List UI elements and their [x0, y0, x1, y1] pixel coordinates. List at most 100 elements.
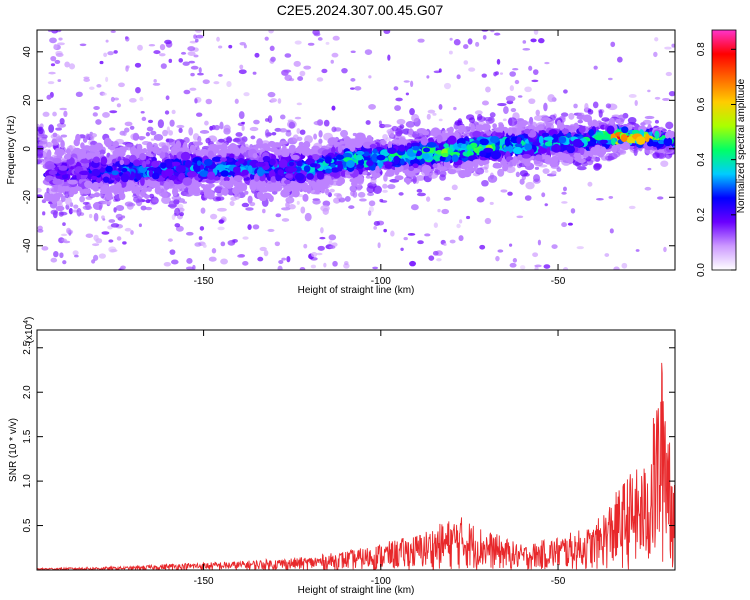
heatmap-speckle: [187, 51, 196, 56]
heatmap-speckle: [524, 195, 532, 201]
top-plot-frame: [36, 29, 676, 271]
heatmap-halo: [525, 181, 535, 190]
heatmap-halo: [288, 121, 296, 129]
heatmap-speckle: [141, 116, 147, 121]
colorbar-gradient: [711, 29, 737, 271]
heatmap-speckle: [101, 231, 110, 235]
heatmap-cell: [592, 119, 598, 124]
heatmap-cell: [91, 168, 101, 177]
heatmap-speckle: [124, 121, 133, 127]
heatmap-speckle: [208, 256, 217, 262]
heatmap-speckle: [93, 254, 99, 261]
heatmap-halo: [405, 120, 415, 128]
heatmap-cell: [537, 147, 548, 154]
heatmap-speckle: [53, 251, 59, 258]
heatmap-halo: [329, 188, 335, 193]
heatmap-cell: [77, 151, 87, 160]
heatmap-cell: [366, 160, 374, 167]
heatmap-speckle: [500, 189, 508, 193]
heatmap-speckle: [390, 230, 395, 237]
heatmap-halo: [281, 207, 291, 211]
heatmap-cell: [494, 127, 504, 133]
heatmap-speckle: [89, 86, 95, 90]
heatmap-halo: [373, 185, 382, 194]
heatmap-speckle: [101, 215, 105, 220]
heatmap-cell: [244, 190, 249, 195]
x-tick-label: -50: [551, 576, 566, 587]
heatmap-halo: [161, 196, 171, 205]
colorbar-label: Normalized spectral amplitude: [736, 78, 747, 213]
heatmap-cell: [337, 144, 343, 154]
heatmap-cell: [309, 148, 317, 156]
heatmap-cell: [121, 167, 128, 173]
y-tick-label: -20: [22, 190, 33, 205]
heatmap-cell: [233, 179, 238, 188]
heatmap-speckle: [533, 30, 539, 35]
heatmap-speckle: [466, 215, 471, 220]
heatmap-halo: [349, 185, 358, 193]
heatmap-cell: [215, 164, 226, 171]
heatmap-cell: [46, 151, 51, 159]
heatmap-cell: [283, 179, 291, 185]
heatmap-cell: [165, 161, 173, 169]
heatmap-speckle: [490, 30, 495, 33]
heatmap-cell: [405, 178, 411, 185]
heatmap-speckle: [120, 265, 126, 270]
heatmap-halo: [593, 163, 601, 171]
heatmap-cell: [189, 144, 196, 153]
heatmap-halo: [527, 120, 533, 127]
heatmap-cell: [48, 170, 58, 176]
heatmap-cell: [236, 185, 245, 193]
heatmap-cell: [421, 153, 430, 160]
heatmap-speckle: [254, 52, 260, 58]
heatmap-halo: [394, 105, 402, 111]
heatmap-cell: [309, 163, 318, 168]
heatmap-halo: [50, 209, 59, 215]
heatmap-cell: [205, 178, 216, 184]
heatmap-cell: [310, 180, 316, 187]
heatmap-speckle: [634, 100, 638, 106]
heatmap-halo: [587, 109, 594, 115]
heatmap-speckle: [110, 96, 115, 102]
heatmap-cell: [85, 152, 92, 160]
heatmap-halo: [217, 207, 227, 212]
heatmap-cell: [615, 118, 622, 124]
heatmap-halo: [124, 201, 134, 207]
heatmap-halo: [146, 126, 154, 132]
heatmap-speckle: [320, 227, 324, 234]
heatmap-halo: [642, 119, 652, 125]
heatmap-cell: [253, 174, 260, 182]
heatmap-cell: [151, 172, 160, 180]
heatmap-halo: [129, 125, 135, 130]
heatmap-cell: [61, 174, 69, 180]
heatmap-cell: [506, 156, 514, 161]
heatmap-cell: [329, 179, 334, 186]
heatmap-halo: [356, 185, 362, 191]
heatmap-speckle: [42, 211, 46, 216]
heatmap-cell: [406, 142, 412, 148]
heatmap-cell: [387, 147, 397, 154]
heatmap-speckle: [368, 75, 372, 79]
top-x-ticks: -150 -100 -50: [194, 30, 566, 287]
heatmap-speckle: [226, 81, 232, 88]
heatmap-cell: [594, 134, 604, 141]
heatmap-cell: [621, 141, 631, 151]
heatmap-speckle: [438, 118, 443, 122]
heatmap-speckle: [198, 236, 203, 241]
heatmap-speckle: [235, 132, 243, 137]
heatmap-halo: [38, 126, 44, 135]
heatmap-halo: [661, 128, 668, 133]
heatmap-speckle: [663, 246, 667, 253]
heatmap-speckle: [277, 98, 282, 104]
heatmap-halo: [409, 108, 415, 116]
heatmap-halo: [188, 127, 194, 136]
heatmap-cell: [519, 120, 529, 126]
heatmap-cell: [154, 185, 162, 195]
heatmap-speckle: [165, 95, 170, 101]
heatmap-speckle: [62, 222, 66, 227]
heatmap-speckle: [218, 219, 225, 224]
heatmap-halo: [323, 119, 330, 127]
heatmap-cell: [79, 170, 90, 176]
heatmap-cell: [255, 162, 266, 167]
